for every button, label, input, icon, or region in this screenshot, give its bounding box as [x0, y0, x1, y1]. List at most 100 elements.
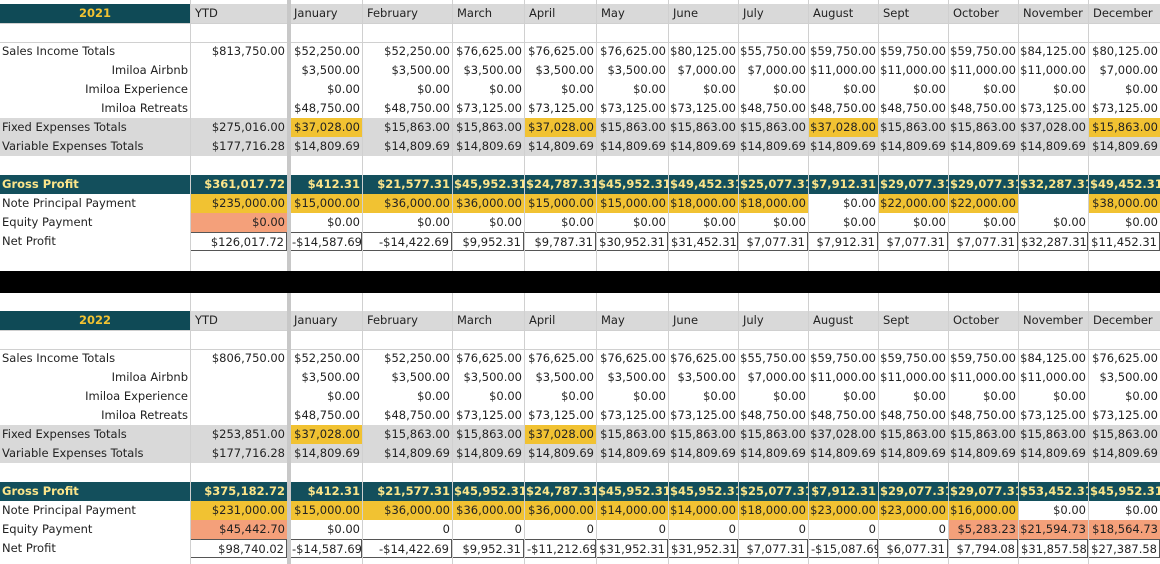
value-cell[interactable]: $14,809.69: [456, 139, 522, 153]
value-cell[interactable]: $16,000.00: [948, 501, 1018, 520]
value-cell[interactable]: [190, 99, 287, 118]
value-cell[interactable]: $49,452.31: [1090, 177, 1160, 191]
value-cell[interactable]: $14,809.69: [294, 446, 360, 460]
value-cell[interactable]: 0: [658, 522, 666, 536]
value-cell[interactable]: $0.00: [983, 82, 1016, 96]
value-cell[interactable]: $73,125.00: [1092, 101, 1158, 115]
value-cell[interactable]: $375,182.72: [204, 484, 285, 498]
value-cell[interactable]: $0.00: [489, 82, 522, 96]
value-cell[interactable]: $73,125.00: [600, 101, 666, 115]
value-cell[interactable]: $45,952.31: [454, 177, 524, 191]
value-cell[interactable]: $15,863.00: [456, 427, 522, 441]
value-cell[interactable]: $15,863.00: [670, 427, 736, 441]
value-cell[interactable]: $37,028.00: [289, 425, 362, 444]
value-cell[interactable]: $813,750.00: [211, 44, 285, 58]
value-cell[interactable]: $48,750.00: [880, 408, 946, 422]
value-cell[interactable]: $9,952.31: [452, 232, 524, 251]
value-cell[interactable]: $14,809.69: [294, 139, 360, 153]
column-header-august[interactable]: August: [813, 6, 854, 20]
value-cell[interactable]: $3,500.00: [607, 63, 666, 77]
value-cell[interactable]: [190, 80, 287, 99]
value-cell[interactable]: $53,452.31: [1020, 484, 1088, 498]
value-cell[interactable]: $14,809.69: [600, 139, 666, 153]
value-cell[interactable]: $52,250.00: [294, 351, 360, 365]
value-cell[interactable]: $37,028.00: [1020, 120, 1086, 134]
value-cell[interactable]: $0.00: [773, 82, 806, 96]
value-cell[interactable]: $23,000.00: [808, 501, 878, 520]
row-label[interactable]: Imiloa Airbnb: [111, 63, 188, 77]
value-cell[interactable]: $36,000.00: [524, 501, 596, 520]
row-label[interactable]: Note Principal Payment: [2, 196, 136, 210]
value-cell[interactable]: $22,000.00: [948, 194, 1018, 213]
row-label[interactable]: Gross Profit: [2, 177, 79, 191]
value-cell[interactable]: $14,809.69: [456, 446, 522, 460]
value-cell[interactable]: $29,077.31: [950, 177, 1018, 191]
value-cell[interactable]: $11,000.00: [950, 370, 1016, 384]
value-cell[interactable]: $76,625.00: [528, 44, 594, 58]
value-cell[interactable]: $73,125.00: [600, 408, 666, 422]
value-cell[interactable]: $48,750.00: [810, 101, 876, 115]
column-header-october[interactable]: October: [953, 6, 1000, 20]
value-cell[interactable]: $3,500.00: [301, 370, 360, 384]
value-cell[interactable]: $3,500.00: [677, 370, 736, 384]
value-cell[interactable]: $73,125.00: [456, 408, 522, 422]
column-header-march[interactable]: March: [457, 313, 493, 327]
row-label[interactable]: Net Profit: [2, 234, 56, 248]
value-cell[interactable]: $0.00: [633, 82, 666, 96]
value-cell[interactable]: $37,028.00: [808, 118, 878, 137]
value-cell[interactable]: 0: [586, 522, 594, 536]
value-cell[interactable]: $0.00: [773, 215, 806, 229]
value-cell[interactable]: $3,500.00: [607, 370, 666, 384]
value-cell[interactable]: $25,077.31: [740, 484, 808, 498]
value-cell[interactable]: $11,000.00: [810, 370, 876, 384]
value-cell[interactable]: $36,000.00: [452, 194, 524, 213]
value-cell[interactable]: $14,809.69: [740, 139, 806, 153]
value-cell[interactable]: $59,750.00: [810, 351, 876, 365]
value-cell[interactable]: $14,809.69: [670, 139, 736, 153]
value-cell[interactable]: $45,952.31: [598, 177, 668, 191]
row-label[interactable]: Gross Profit: [2, 484, 79, 498]
column-header-april[interactable]: April: [529, 313, 556, 327]
value-cell[interactable]: $31,452.31: [668, 232, 738, 251]
value-cell[interactable]: $15,000.00: [596, 194, 668, 213]
value-cell[interactable]: $15,863.00: [384, 427, 450, 441]
value-cell[interactable]: $14,809.69: [880, 446, 946, 460]
value-cell[interactable]: $14,809.69: [1092, 446, 1158, 460]
value-cell[interactable]: $52,250.00: [384, 351, 450, 365]
value-cell[interactable]: $45,442.70: [190, 520, 287, 539]
value-cell[interactable]: $59,750.00: [810, 44, 876, 58]
value-cell[interactable]: $49,452.31: [670, 177, 738, 191]
value-cell[interactable]: [1018, 194, 1088, 213]
value-cell[interactable]: 0: [442, 522, 450, 536]
value-cell[interactable]: $361,017.72: [204, 177, 285, 191]
value-cell[interactable]: $80,125.00: [1092, 44, 1158, 58]
value-cell[interactable]: $23,000.00: [878, 501, 948, 520]
value-cell[interactable]: $0.00: [1125, 215, 1158, 229]
value-cell[interactable]: $24,787.31: [526, 484, 596, 498]
row-label[interactable]: Note Principal Payment: [2, 503, 136, 517]
value-cell[interactable]: $76,625.00: [456, 44, 522, 58]
value-cell[interactable]: $15,863.00: [670, 120, 736, 134]
column-header-january[interactable]: January: [294, 6, 338, 20]
value-cell[interactable]: $48,750.00: [740, 101, 806, 115]
value-cell[interactable]: -$14,422.69: [362, 232, 452, 251]
value-cell[interactable]: $14,000.00: [668, 501, 738, 520]
value-cell[interactable]: $59,750.00: [950, 351, 1016, 365]
row-label[interactable]: Imiloa Retreats: [101, 101, 188, 115]
value-cell[interactable]: $7,912.31: [811, 177, 876, 191]
value-cell[interactable]: $15,863.00: [880, 120, 946, 134]
value-cell[interactable]: $0.00: [843, 82, 876, 96]
value-cell[interactable]: $9,952.31: [452, 539, 524, 558]
value-cell[interactable]: $59,750.00: [880, 44, 946, 58]
value-cell[interactable]: $0.00: [633, 389, 666, 403]
value-cell[interactable]: $30,952.31: [596, 232, 668, 251]
value-cell[interactable]: $15,863.00: [1020, 427, 1086, 441]
value-cell[interactable]: $73,125.00: [1020, 101, 1086, 115]
value-cell[interactable]: $32,287.31: [1018, 232, 1088, 251]
value-cell[interactable]: $15,863.00: [600, 120, 666, 134]
value-cell[interactable]: $0.00: [1125, 389, 1158, 403]
column-header-november[interactable]: November: [1023, 6, 1083, 20]
value-cell[interactable]: $31,857.58: [1018, 539, 1088, 558]
value-cell[interactable]: $11,000.00: [1020, 370, 1086, 384]
value-cell[interactable]: $0.00: [561, 82, 594, 96]
